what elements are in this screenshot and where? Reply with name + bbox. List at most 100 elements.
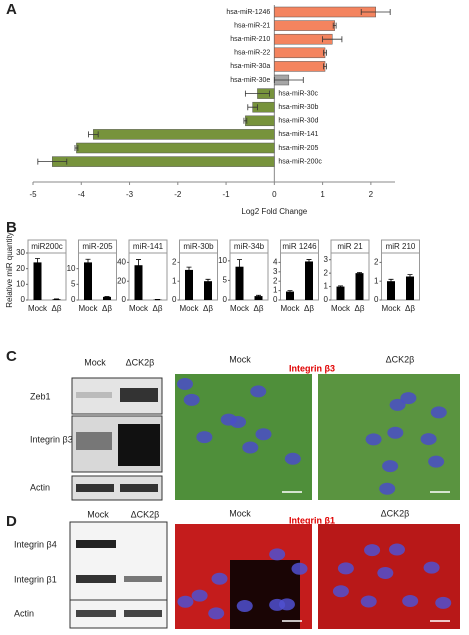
nucleus	[435, 596, 452, 609]
x-tick-label: Mock	[381, 304, 401, 313]
bar	[274, 47, 326, 59]
error-bar	[306, 259, 312, 264]
bar	[274, 20, 335, 31]
bar	[52, 156, 275, 167]
y-tick-label: 10	[67, 264, 76, 273]
x-tick-label: Δβ	[254, 304, 264, 313]
band	[120, 484, 158, 492]
category-label: hsa-miR-30c	[278, 90, 318, 97]
y-tick-label: 0	[324, 295, 329, 304]
error-bar	[136, 259, 141, 272]
nucleus	[423, 561, 440, 574]
chart-title: miR-30b	[183, 242, 214, 251]
nucleus	[177, 378, 193, 390]
y-tick-label: 2	[324, 268, 329, 277]
blot-row-label: Actin	[14, 608, 34, 618]
panel-label: A	[6, 1, 17, 18]
blot-row-label: Integrin β4	[14, 539, 57, 549]
error-bar	[88, 131, 99, 138]
y-tick-label: 1	[273, 286, 278, 295]
y-tick-label: 3	[273, 267, 278, 276]
band	[76, 392, 112, 398]
band	[76, 432, 112, 450]
error-bar	[256, 294, 261, 298]
chart-title: miR 1246	[282, 242, 317, 251]
band	[120, 388, 158, 402]
nucleus	[191, 589, 208, 602]
error-bar	[287, 290, 293, 293]
plot-frame	[280, 239, 319, 301]
x-tick-label: -4	[78, 190, 86, 199]
panel-label: C	[6, 348, 17, 365]
x-tick-label: Mock	[129, 304, 149, 313]
micrograph	[175, 374, 312, 500]
blot-header: Mock	[84, 357, 106, 367]
error-bar	[273, 77, 304, 83]
panel-label: D	[6, 513, 17, 530]
category-label: hsa-miR-21	[234, 22, 270, 29]
y-tick-label: 0	[122, 295, 127, 304]
bar	[387, 281, 395, 300]
chart-title: miR 210	[386, 242, 416, 251]
error-bar	[54, 298, 59, 300]
band	[76, 575, 116, 583]
x-tick-label: Mock	[280, 304, 300, 313]
bar	[274, 61, 326, 72]
category-label: hsa-miR-22	[234, 50, 270, 57]
category-label: hsa-miR-30e	[230, 77, 270, 84]
blot-row-label: Integrin β1	[14, 574, 57, 584]
bar	[185, 269, 193, 300]
chart-title: miR-205	[82, 242, 113, 251]
category-label: hsa-miR-205	[278, 145, 318, 152]
error-bar	[338, 285, 343, 288]
x-tick-label: Mock	[331, 304, 351, 313]
error-bar	[322, 36, 343, 43]
error-bar	[407, 274, 413, 279]
x-tick-label: -2	[174, 190, 182, 199]
error-bar	[360, 9, 391, 15]
bar	[286, 291, 294, 300]
y-tick-label: 20	[16, 264, 25, 273]
bar	[93, 129, 275, 140]
blot-row-label: Integrin β3	[30, 434, 73, 444]
category-label: hsa-miR-30b	[278, 104, 318, 111]
x-tick-label: Δβ	[304, 304, 314, 313]
category-label: hsa-miR-210	[230, 36, 270, 43]
y-tick-label: 0	[21, 295, 26, 304]
micrograph-dark-region	[230, 560, 300, 629]
chart-title: miR-141	[133, 242, 164, 251]
error-bar	[237, 259, 242, 275]
chart-title: miR-34b	[234, 242, 265, 251]
y-tick-label: 1	[374, 276, 379, 285]
blot-header: ΔCK2β	[126, 357, 155, 367]
category-label: hsa-miR-1246	[226, 9, 270, 16]
micrograph	[318, 374, 460, 500]
blot-header: Mock	[87, 509, 109, 519]
plot-frame	[381, 239, 420, 301]
nucleus	[379, 482, 396, 495]
nucleus	[284, 452, 301, 465]
error-bar	[247, 104, 258, 111]
category-label: hsa-miR-141	[278, 131, 318, 138]
x-tick-label: Mock	[230, 304, 250, 313]
x-tick-label: 0	[272, 190, 277, 199]
nucleus	[269, 598, 286, 611]
category-label: hsa-miR-200c	[278, 158, 322, 165]
error-bar	[323, 49, 327, 56]
error-bar	[332, 22, 337, 29]
band	[118, 424, 160, 466]
blot-row-label: Actin	[30, 482, 50, 492]
bar	[254, 296, 263, 300]
x-tick-label: Δβ	[355, 304, 365, 313]
x-tick-label: -1	[223, 190, 231, 199]
nucleus	[428, 455, 445, 468]
x-tick-label: 1	[320, 190, 325, 199]
bar	[245, 115, 275, 127]
nucleus	[208, 607, 225, 620]
panel-label: B	[6, 219, 17, 236]
nucleus	[337, 562, 354, 575]
y-tick-label: 10	[16, 279, 25, 288]
error-bar	[74, 145, 79, 151]
x-tick-label: Mock	[179, 304, 199, 313]
